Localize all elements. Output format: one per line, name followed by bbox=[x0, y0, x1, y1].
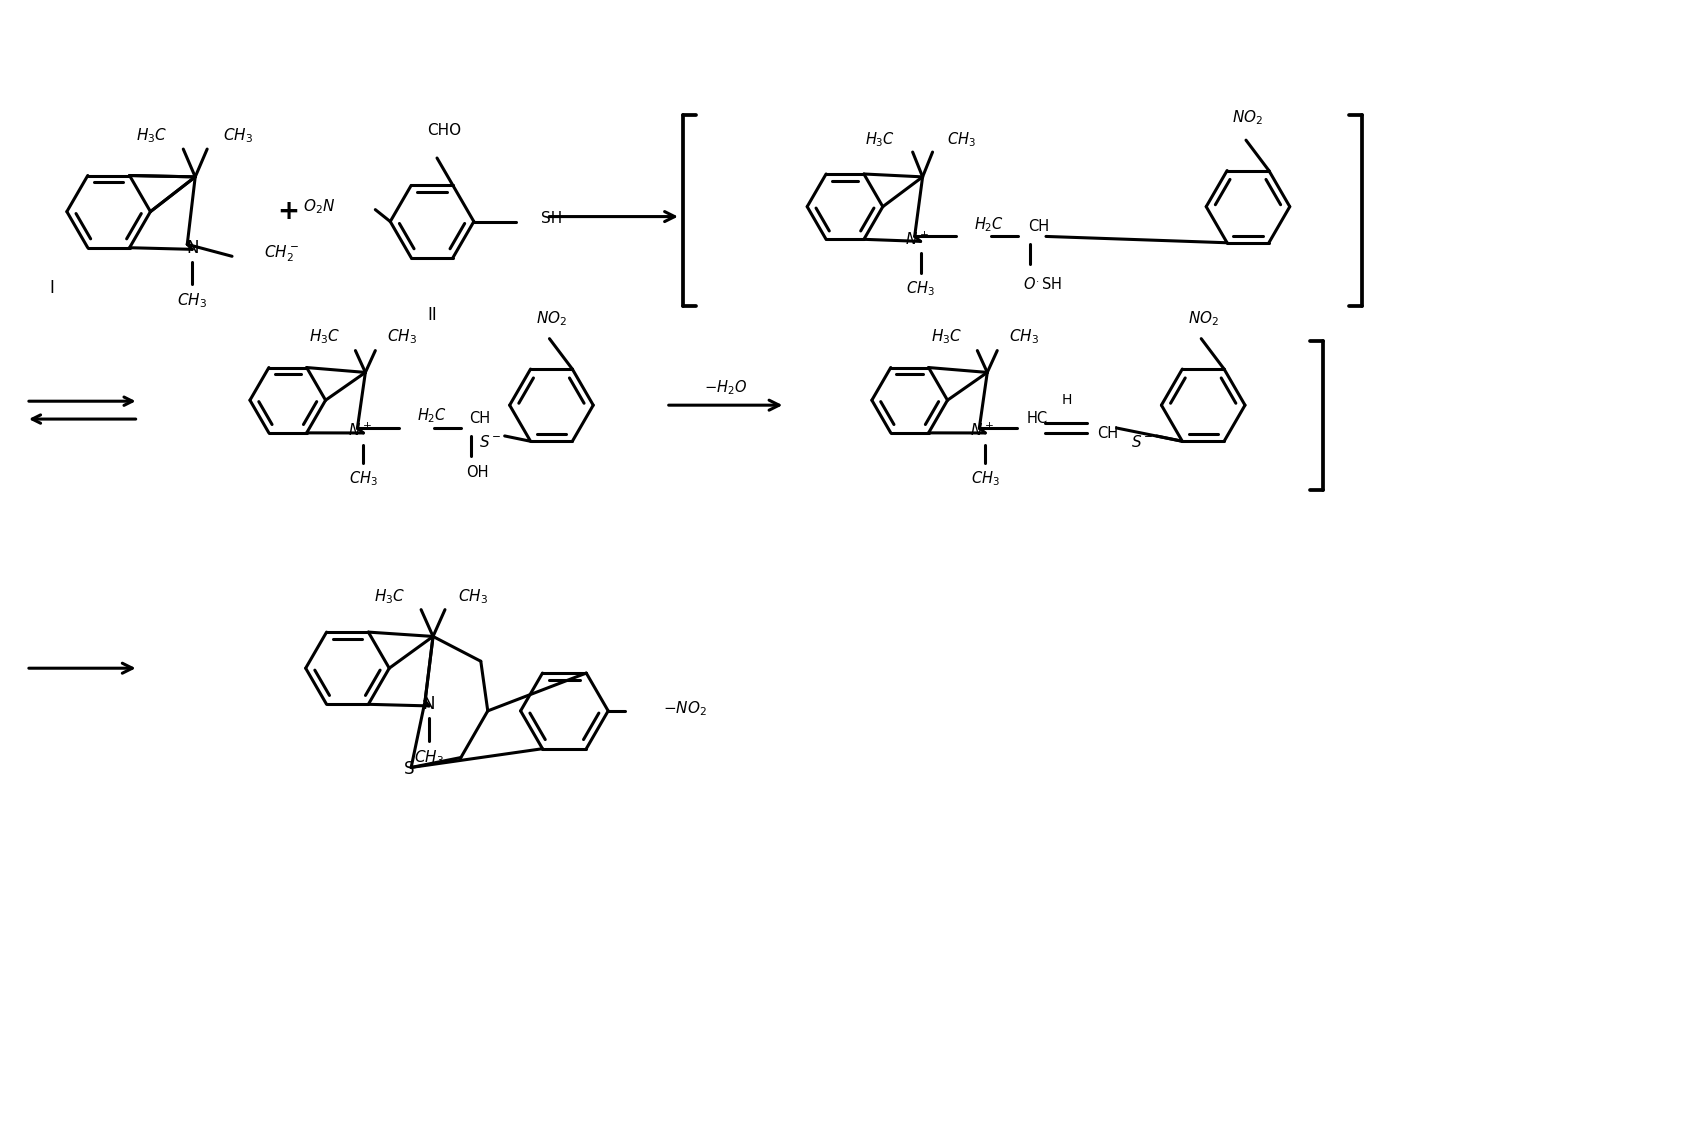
Text: $CH_3$: $CH_3$ bbox=[971, 470, 1000, 488]
Text: H: H bbox=[1062, 393, 1072, 407]
Text: $H_3C$: $H_3C$ bbox=[865, 129, 895, 148]
Text: CH: CH bbox=[1096, 426, 1118, 442]
Text: $CH_3$: $CH_3$ bbox=[349, 470, 378, 488]
Text: $CH_3$: $CH_3$ bbox=[459, 588, 487, 606]
Text: S: S bbox=[405, 761, 415, 779]
Text: $CH_3$: $CH_3$ bbox=[905, 280, 936, 298]
Text: $N^+$: $N^+$ bbox=[349, 422, 373, 438]
Text: $S^-$: $S^-$ bbox=[1131, 434, 1153, 450]
Text: $CH_2^-$: $CH_2^-$ bbox=[265, 243, 298, 263]
Text: $-NO_2$: $-NO_2$ bbox=[663, 699, 706, 718]
Text: $O^.$SH: $O^.$SH bbox=[1023, 277, 1062, 292]
Text: CH: CH bbox=[469, 410, 491, 426]
Text: $H_3C$: $H_3C$ bbox=[137, 126, 167, 145]
Text: $CH_3$: $CH_3$ bbox=[1010, 327, 1039, 346]
Text: $H_3C$: $H_3C$ bbox=[309, 327, 341, 346]
Text: N: N bbox=[423, 695, 435, 713]
Text: $H_3C$: $H_3C$ bbox=[931, 327, 963, 346]
Text: $N^+$: $N^+$ bbox=[905, 230, 931, 248]
Text: HC: HC bbox=[1027, 410, 1049, 426]
Text: $N^+$: $N^+$ bbox=[969, 422, 995, 438]
Text: CHO: CHO bbox=[427, 123, 460, 138]
Text: $S^-$: $S^-$ bbox=[479, 434, 502, 450]
Text: $CH_3$: $CH_3$ bbox=[388, 327, 416, 346]
Text: $NO_2$: $NO_2$ bbox=[536, 309, 566, 328]
Text: CH: CH bbox=[1028, 219, 1049, 234]
Text: $H_2C$: $H_2C$ bbox=[975, 215, 1005, 234]
Text: $CH_3$: $CH_3$ bbox=[223, 126, 253, 145]
Text: I: I bbox=[49, 279, 54, 297]
Text: $-H_2O$: $-H_2O$ bbox=[705, 378, 747, 397]
Text: N: N bbox=[185, 239, 199, 257]
Text: OH: OH bbox=[465, 465, 489, 480]
Text: $H_2C$: $H_2C$ bbox=[416, 407, 447, 426]
Text: $NO_2$: $NO_2$ bbox=[1232, 108, 1263, 127]
Text: $CH_3$: $CH_3$ bbox=[415, 749, 443, 767]
Text: SH: SH bbox=[541, 211, 561, 226]
Text: II: II bbox=[427, 306, 437, 324]
Text: +: + bbox=[277, 199, 298, 225]
Text: $H_3C$: $H_3C$ bbox=[374, 588, 405, 606]
Text: $CH_3$: $CH_3$ bbox=[177, 291, 207, 310]
Text: $CH_3$: $CH_3$ bbox=[948, 129, 976, 148]
Text: $NO_2$: $NO_2$ bbox=[1187, 309, 1219, 328]
Text: $O_2N$: $O_2N$ bbox=[303, 198, 336, 216]
